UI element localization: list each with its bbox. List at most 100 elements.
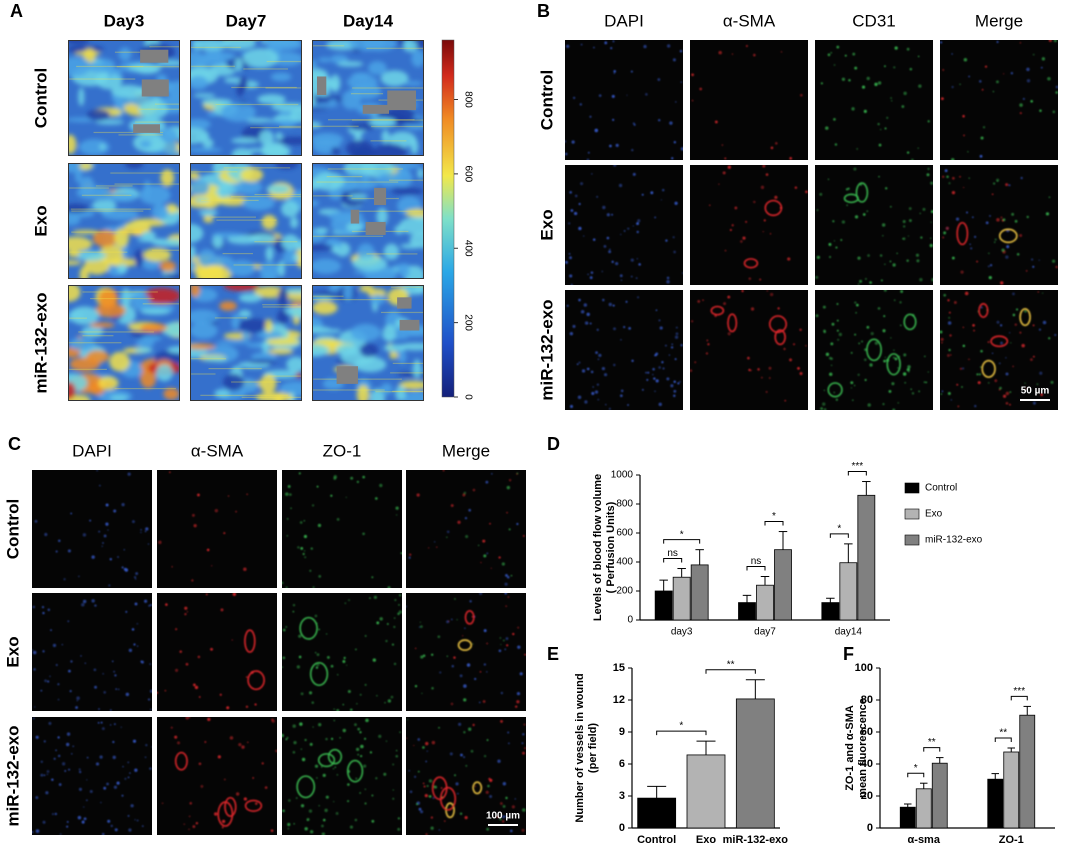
cell-dot [828, 242, 832, 247]
cell-dot [517, 626, 520, 629]
heat-blob [353, 270, 391, 275]
cell-dot [347, 690, 351, 694]
cell-dot [1010, 72, 1014, 75]
cell-dot [836, 302, 839, 305]
cell-dot [882, 403, 885, 406]
cell-dot [861, 85, 866, 89]
cell-dot [394, 599, 397, 602]
cell-dot [678, 380, 681, 383]
cell-dot [1040, 393, 1043, 397]
cell-dot [359, 792, 361, 794]
cell-dot [982, 126, 986, 129]
heat-blob [389, 351, 399, 359]
cell-dot [117, 688, 120, 691]
cell-dot [923, 381, 926, 384]
cell-dot [378, 734, 382, 739]
cell-dot [151, 746, 152, 748]
cell-dot [103, 786, 107, 790]
streak [265, 87, 302, 89]
cell-dot [472, 643, 474, 645]
heat-blob [238, 318, 270, 333]
cell-dot [149, 663, 152, 666]
cell-dot [979, 154, 983, 158]
cell-dot [877, 81, 882, 85]
cell-dot [333, 801, 335, 803]
x-tick-label: α-sma [908, 834, 941, 846]
cell-dot [1009, 332, 1011, 334]
heat-blob [381, 129, 390, 144]
vessel-ring [1019, 307, 1031, 327]
cell-dot [66, 732, 71, 736]
cell-dot [576, 363, 579, 366]
cell-dot [908, 219, 912, 222]
streak [326, 175, 363, 178]
heat-blob [350, 147, 377, 156]
cell-dot [422, 654, 426, 658]
micrograph-bg [815, 290, 933, 410]
cell-dot [903, 353, 907, 357]
cell-dot [968, 75, 971, 78]
cell-dot [446, 655, 448, 657]
cell-dot [1005, 391, 1010, 396]
heat-blob [79, 176, 95, 196]
cell-dot [198, 762, 202, 766]
heat-blob [231, 137, 260, 144]
heat-blob [346, 222, 364, 232]
vessel-ring [224, 796, 237, 817]
cell-dot [128, 648, 133, 653]
cell-dot [292, 724, 296, 728]
cell-dot [355, 648, 357, 651]
cell-dot [393, 617, 396, 619]
cell-dot [241, 745, 245, 749]
heat-blob [141, 334, 162, 342]
cell-dot [34, 519, 38, 523]
cell-dot [423, 785, 426, 788]
column-header: Day14 [343, 11, 394, 30]
heat-blob [194, 198, 210, 203]
cell-dot [303, 550, 306, 552]
cell-dot [994, 238, 997, 241]
cell-dot [679, 49, 683, 53]
cell-dot [830, 342, 834, 346]
cell-dot [348, 599, 351, 602]
micrograph-signal [691, 45, 803, 160]
bar [857, 494, 876, 621]
cell-dot [297, 546, 300, 549]
cell-dot [1026, 215, 1029, 219]
cell-dot [961, 386, 963, 388]
cell-dot [408, 556, 411, 559]
cell-dot [72, 745, 75, 748]
cell-dot [112, 755, 116, 760]
cell-dot [884, 356, 887, 359]
cell-dot [659, 326, 663, 330]
cell-dot [853, 384, 856, 387]
cell-dot [316, 777, 318, 779]
gray-patch [316, 76, 327, 96]
cell-dot [312, 586, 315, 588]
vessel-ring [764, 199, 783, 217]
cell-dot [415, 803, 419, 806]
cell-dot [980, 136, 984, 140]
heat-blob [134, 248, 144, 268]
heat-blob [277, 309, 289, 325]
cell-dot [122, 766, 124, 768]
cell-dot [371, 819, 375, 823]
cell-dot [200, 785, 204, 788]
cell-dot [646, 378, 649, 381]
cell-dot [593, 46, 595, 49]
cell-dot [149, 689, 152, 693]
heat-blob [265, 40, 301, 51]
streak [250, 127, 302, 129]
cell-dot [418, 807, 422, 811]
cell-dot [112, 740, 115, 744]
streak [190, 373, 216, 375]
cell-dot [339, 737, 341, 739]
cell-dot [371, 794, 374, 797]
scale-bar-label: 100 µm [486, 811, 520, 822]
micrograph-bg [690, 290, 808, 410]
significance-bracket [663, 539, 701, 544]
cell-dot [745, 220, 748, 223]
cell-dot [1022, 97, 1025, 101]
cell-dot [210, 647, 214, 651]
cell-dot [362, 532, 365, 536]
